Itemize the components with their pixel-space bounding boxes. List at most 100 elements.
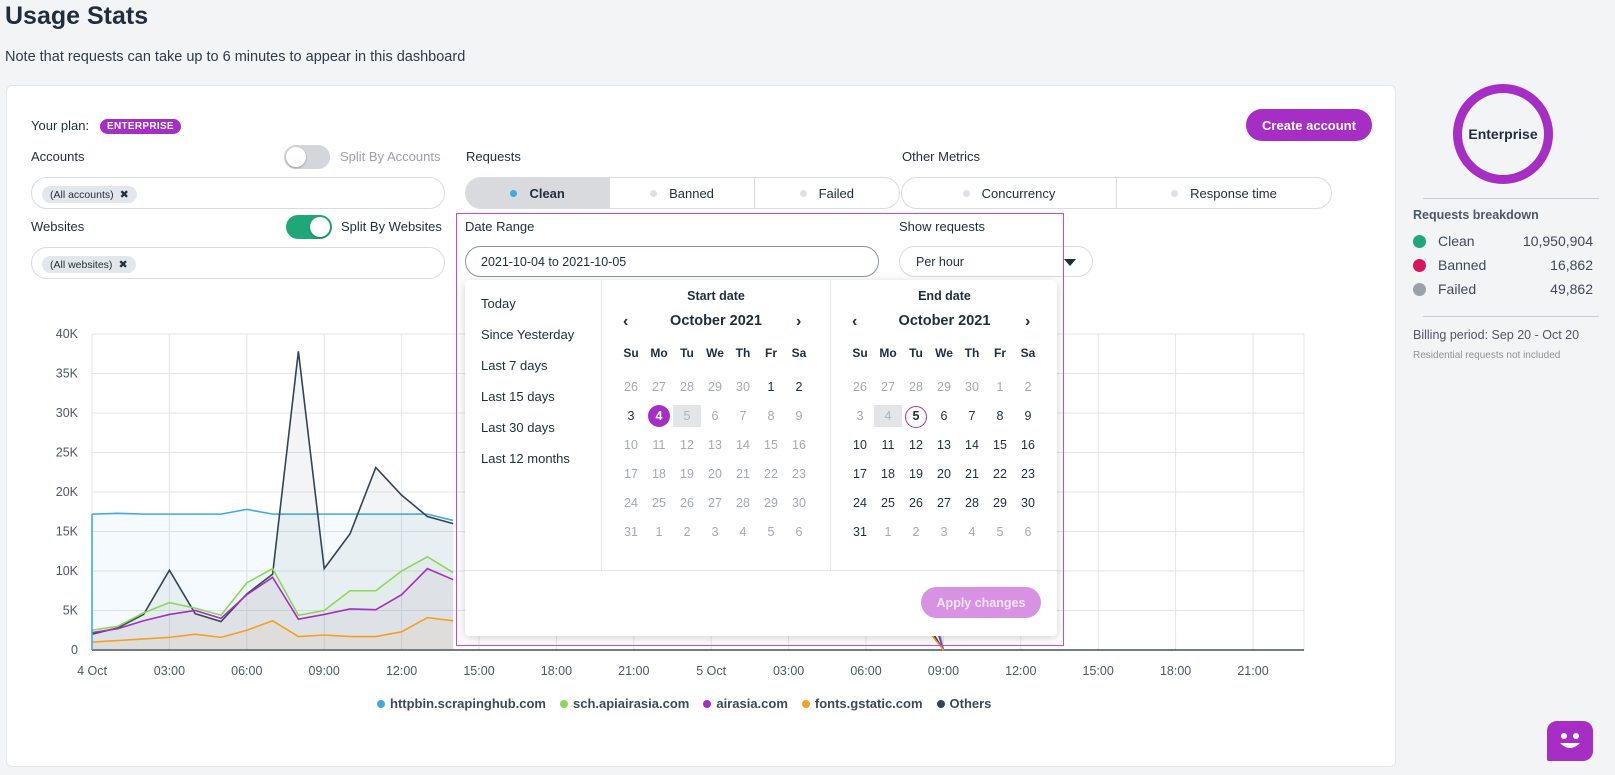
calendar-day[interactable]: 9 [1024,409,1032,423]
calendar-day[interactable]: 15 [993,438,1007,452]
preset-last-15-days[interactable]: Last 15 days [481,389,555,404]
calendar-day[interactable]: 27 [652,380,666,394]
create-account-button[interactable]: Create account [1246,109,1372,141]
series-line[interactable] [91,351,454,635]
calendar-day[interactable]: 18 [652,467,666,481]
calendar-day[interactable]: 6 [795,525,803,539]
calendar-day[interactable]: 17 [624,467,638,481]
calendar-day[interactable]: 28 [965,496,979,510]
legend-item-fonts-gstatic[interactable]: fonts.gstatic.com [801,696,923,711]
split-accounts-toggle[interactable] [284,145,330,169]
series-line[interactable] [91,508,454,522]
chat-bot-button[interactable] [1547,721,1593,761]
legend-item-airasia[interactable]: airasia.com [703,696,788,711]
calendar-day[interactable]: 6 [940,409,948,423]
calendar-day[interactable]: 7 [968,409,976,423]
calendar-day[interactable]: 4 [739,525,747,539]
calendar-day[interactable]: 22 [764,467,778,481]
calendar-day[interactable]: 17 [853,467,867,481]
show-requests-select[interactable]: Per hour [899,246,1093,277]
calendar-day[interactable]: 16 [1021,438,1035,452]
calendar-day[interactable]: 29 [937,380,951,394]
calendar-day[interactable]: 15 [764,438,778,452]
calendar-day[interactable]: 12 [680,438,694,452]
tab-concurrency[interactable]: Concurrency [902,178,1117,208]
calendar-day[interactable]: 30 [965,380,979,394]
accounts-select[interactable]: (All accounts) ✖ [31,177,445,209]
preset-last-12-months[interactable]: Last 12 months [481,451,570,466]
legend-item-sch-apiairasia[interactable]: sch.apiairasia.com [560,696,689,711]
remove-chip-icon[interactable]: ✖ [118,259,128,271]
calendar-day[interactable]: 26 [853,380,867,394]
calendar-day[interactable]: 13 [708,438,722,452]
calendar-day[interactable]: 24 [624,496,638,510]
calendar-day[interactable]: 25 [881,496,895,510]
websites-select[interactable]: (All websites) ✖ [31,247,445,279]
series-line[interactable] [91,616,454,643]
calendar-day[interactable]: 23 [792,467,806,481]
calendar-day[interactable]: 2 [912,525,920,539]
calendar-day[interactable]: 2 [683,525,691,539]
calendar-day[interactable]: 27 [708,496,722,510]
calendar-day[interactable]: 28 [680,380,694,394]
calendar-day[interactable]: 12 [909,438,923,452]
next-month-icon[interactable]: › [1025,313,1031,330]
legend-item-httpbin[interactable]: httpbin.scrapinghub.com [377,696,546,711]
prev-month-icon[interactable]: ‹ [852,313,858,330]
calendar-day[interactable]: 8 [767,409,775,423]
calendar-day[interactable]: 31 [853,525,867,539]
calendar-day[interactable]: 5 [673,405,701,427]
tab-response-time[interactable]: Response time [1117,178,1331,208]
calendar-day[interactable]: 1 [655,525,663,539]
calendar-day[interactable]: 11 [881,438,895,452]
next-month-icon[interactable]: › [796,313,802,330]
calendar-day[interactable]: 26 [624,380,638,394]
calendar-day[interactable]: 3 [711,525,719,539]
calendar-day[interactable]: 28 [736,496,750,510]
calendar-day[interactable]: 5 [996,525,1004,539]
calendar-day[interactable]: 25 [652,496,666,510]
calendar-day[interactable]: 30 [1021,496,1035,510]
remove-chip-icon[interactable]: ✖ [119,189,129,201]
calendar-day[interactable]: 10 [853,438,867,452]
preset-last-30-days[interactable]: Last 30 days [481,420,555,435]
calendar-day[interactable]: 21 [736,467,750,481]
calendar-day[interactable]: 13 [937,438,951,452]
calendar-day[interactable]: 3 [627,409,635,423]
preset-last-7-days[interactable]: Last 7 days [481,358,548,373]
calendar-day[interactable]: 19 [909,467,923,481]
preset-today[interactable]: Today [481,296,516,311]
calendar-day[interactable]: 29 [708,380,722,394]
calendar-day[interactable]: 24 [853,496,867,510]
calendar-day[interactable]: 2 [795,380,803,394]
split-websites-toggle[interactable] [286,215,332,239]
calendar-day[interactable]: 11 [652,438,666,452]
series-line[interactable] [91,567,454,634]
calendar-day[interactable]: 20 [937,467,951,481]
calendar-day[interactable]: 16 [792,438,806,452]
calendar-day[interactable]: 9 [795,409,803,423]
calendar-day[interactable]: 22 [993,467,1007,481]
calendar-day[interactable]: 30 [736,380,750,394]
calendar-day[interactable]: 6 [1024,525,1032,539]
calendar-day[interactable]: 23 [1021,467,1035,481]
calendar-day[interactable]: 3 [856,409,864,423]
calendar-day[interactable]: 28 [909,380,923,394]
calendar-day[interactable]: 1 [767,380,775,394]
calendar-day[interactable]: 3 [940,525,948,539]
calendar-day[interactable]: 18 [881,467,895,481]
calendar-day[interactable]: 1 [996,380,1004,394]
apply-changes-button[interactable]: Apply changes [921,587,1041,618]
calendar-day[interactable]: 4 [645,405,673,427]
date-range-input[interactable]: 2021-10-04 to 2021-10-05 [465,246,879,277]
calendar-day[interactable]: 1 [884,525,892,539]
calendar-day[interactable]: 21 [965,467,979,481]
calendar-day[interactable]: 5 [902,405,930,428]
preset-since-yesterday[interactable]: Since Yesterday [481,327,575,342]
calendar-day[interactable]: 30 [792,496,806,510]
calendar-day[interactable]: 27 [937,496,951,510]
calendar-day[interactable]: 5 [767,525,775,539]
tab-failed[interactable]: Failed [755,178,899,208]
calendar-day[interactable]: 10 [624,438,638,452]
calendar-day[interactable]: 4 [968,525,976,539]
